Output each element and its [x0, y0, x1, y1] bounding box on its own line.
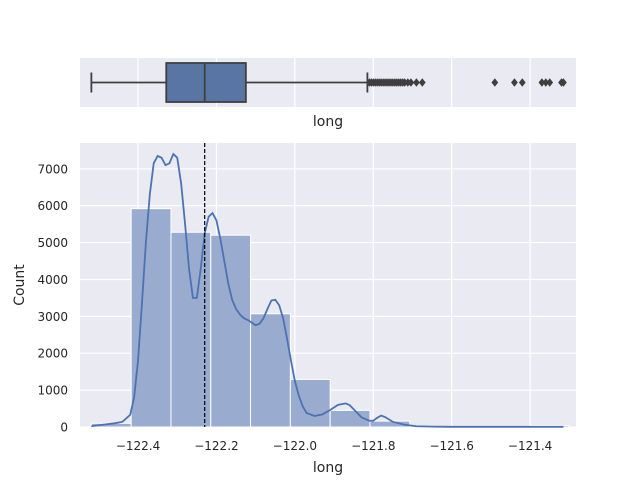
outlier-point	[560, 78, 567, 87]
outlier-point	[491, 78, 499, 87]
outlier-point	[542, 78, 550, 87]
outlier-point	[418, 78, 426, 87]
interquartile-box	[165, 62, 247, 103]
x-tick-label: −121.6	[429, 439, 473, 453]
y-axis-ticks: 0 1000 2000 3000 4000 5000 6000 7000	[37, 162, 68, 434]
y-tick-label: 0	[60, 421, 68, 435]
y-tick-label: 6000	[37, 199, 68, 213]
x-tick-label: −122.2	[194, 439, 238, 453]
y-tick-label: 4000	[37, 273, 68, 287]
histogram-bar	[250, 313, 291, 428]
boxplot-x-axis-label: long	[313, 114, 343, 130]
x-tick-label: −122.0	[273, 439, 317, 453]
y-tick-label: 7000	[37, 162, 68, 176]
outlier-point	[413, 78, 420, 87]
histogram-bar	[210, 234, 252, 428]
kde-curve	[91, 152, 564, 428]
boxplot-panel: long	[80, 58, 576, 130]
x-tick-label: −121.8	[351, 439, 395, 453]
outlier-point	[518, 78, 526, 87]
y-tick-label: 3000	[37, 310, 68, 324]
y-tick-label: 5000	[37, 236, 68, 250]
x-tick-label: −121.4	[508, 439, 552, 453]
outlier-point	[546, 78, 554, 87]
boxplot-outliers	[366, 78, 567, 87]
outlier-point	[407, 78, 415, 87]
outlier-point	[511, 78, 518, 87]
outlier-point	[538, 78, 546, 87]
histogram-panel: −122.4 −122.2 −122.0 −121.8 −121.6 −121.4 0 10…	[12, 143, 576, 476]
y-tick-label: 2000	[37, 347, 68, 361]
histogram-bar	[369, 420, 411, 428]
y-tick-label: 1000	[37, 384, 68, 398]
y-axis-label: Count	[12, 264, 28, 306]
histogram-bar	[130, 208, 172, 428]
x-tick-label: −122.4	[116, 439, 160, 453]
x-axis-ticks: −122.4 −122.2 −122.0 −121.8 −121.6 −121.4	[116, 439, 553, 453]
x-axis-label: long	[313, 460, 343, 476]
